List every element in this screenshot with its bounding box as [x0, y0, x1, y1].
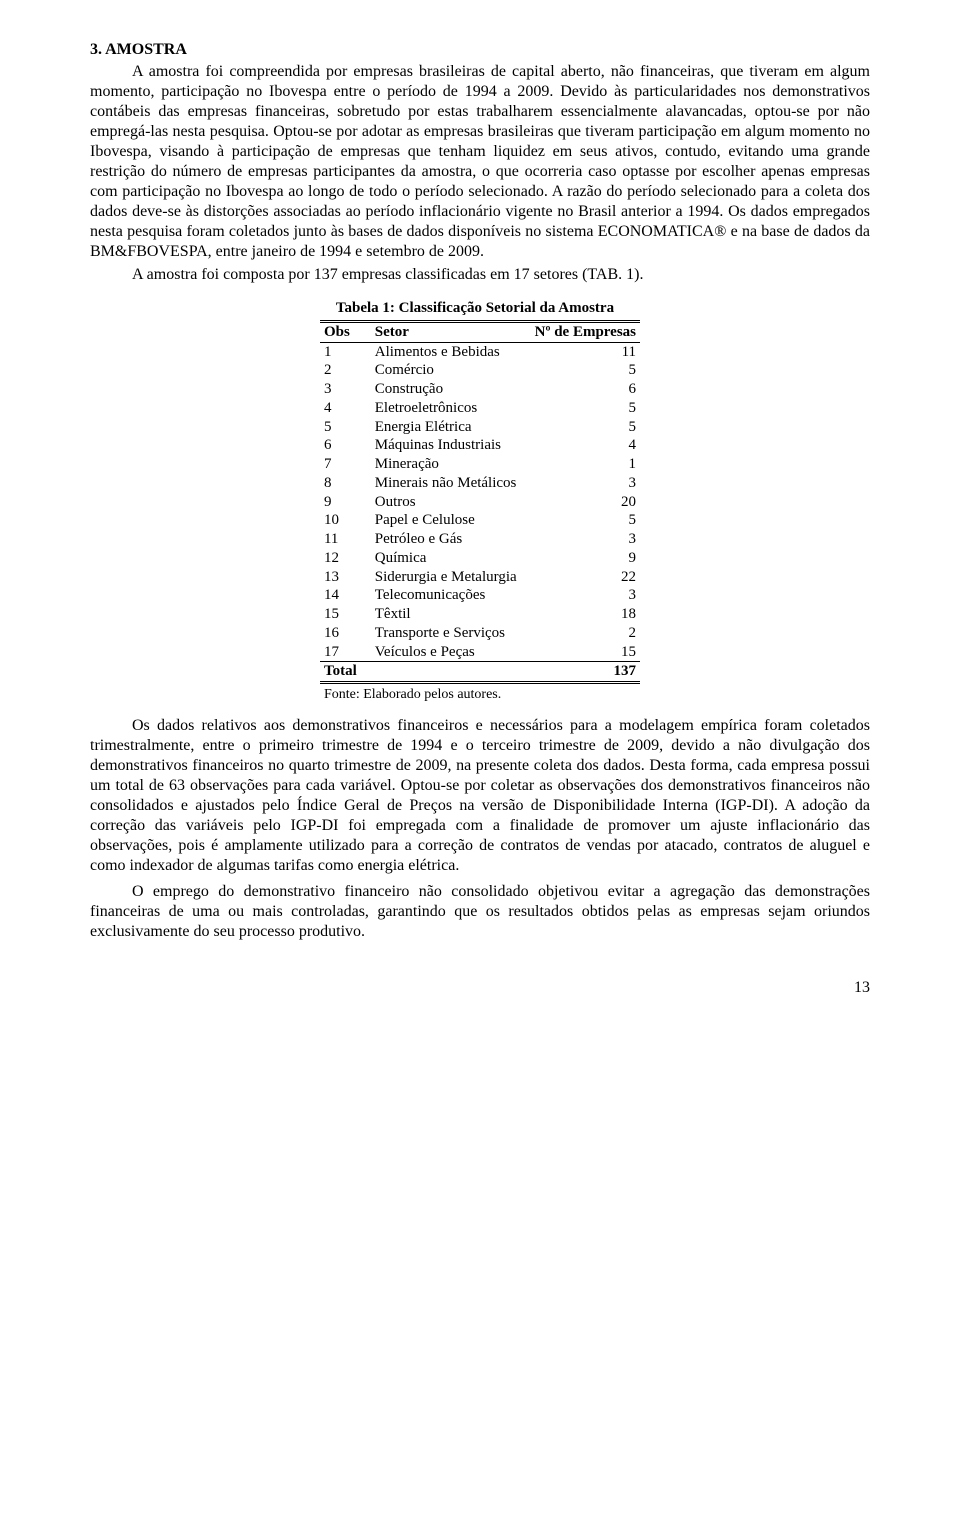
paragraph-3: Os dados relativos aos demonstrativos fi…	[90, 716, 870, 876]
cell-obs: 2	[320, 361, 371, 380]
table-row: 9Outros20	[320, 493, 640, 512]
cell-obs: 9	[320, 493, 371, 512]
table-row: 6Máquinas Industriais4	[320, 436, 640, 455]
col-n: Nº de Empresas	[531, 321, 640, 342]
table-row: 1Alimentos e Bebidas11	[320, 342, 640, 361]
cell-n: 9	[531, 549, 640, 568]
cell-obs: 12	[320, 549, 371, 568]
table-1-wrap: Tabela 1: Classificação Setorial da Amos…	[90, 299, 870, 704]
cell-setor: Siderurgia e Metalurgia	[371, 568, 531, 587]
table-row: 10Papel e Celulose5	[320, 511, 640, 530]
cell-n: 5	[531, 418, 640, 437]
cell-obs: 16	[320, 624, 371, 643]
table-row: 2Comércio5	[320, 361, 640, 380]
cell-n: 5	[531, 399, 640, 418]
page-number: 13	[90, 978, 870, 998]
cell-setor: Química	[371, 549, 531, 568]
cell-obs: 7	[320, 455, 371, 474]
cell-n: 18	[531, 605, 640, 624]
cell-setor: Veículos e Peças	[371, 643, 531, 662]
cell-setor: Têxtil	[371, 605, 531, 624]
cell-setor: Energia Elétrica	[371, 418, 531, 437]
table-row: 7Mineração1	[320, 455, 640, 474]
cell-n: 5	[531, 511, 640, 530]
cell-setor: Outros	[371, 493, 531, 512]
cell-setor: Minerais não Metálicos	[371, 474, 531, 493]
cell-obs: 15	[320, 605, 371, 624]
table-row: 14Telecomunicações3	[320, 586, 640, 605]
cell-n: 1	[531, 455, 640, 474]
cell-n: 20	[531, 493, 640, 512]
cell-setor: Eletroeletrônicos	[371, 399, 531, 418]
cell-setor: Papel e Celulose	[371, 511, 531, 530]
section-heading: 3. AMOSTRA	[90, 40, 870, 60]
cell-n: 4	[531, 436, 640, 455]
col-setor: Setor	[371, 321, 531, 342]
cell-n: 3	[531, 586, 640, 605]
cell-obs: 4	[320, 399, 371, 418]
paragraph-4: O emprego do demonstrativo financeiro nã…	[90, 882, 870, 942]
cell-setor: Telecomunicações	[371, 586, 531, 605]
cell-setor: Mineração	[371, 455, 531, 474]
cell-n: 3	[531, 530, 640, 549]
paragraph-1: A amostra foi compreendida por empresas …	[90, 62, 870, 262]
cell-n: 6	[531, 380, 640, 399]
cell-obs: 1	[320, 342, 371, 361]
cell-n: 5	[531, 361, 640, 380]
cell-setor: Petróleo e Gás	[371, 530, 531, 549]
table-row: 8Minerais não Metálicos3	[320, 474, 640, 493]
cell-n: 3	[531, 474, 640, 493]
cell-obs: 3	[320, 380, 371, 399]
table-row: 17Veículos e Peças15	[320, 643, 640, 662]
table-row: 4Eletroeletrônicos5	[320, 399, 640, 418]
paragraph-2: A amostra foi composta por 137 empresas …	[90, 265, 870, 285]
cell-n: 15	[531, 643, 640, 662]
cell-obs: 6	[320, 436, 371, 455]
table-footnote: Fonte: Elaborado pelos autores.	[320, 683, 640, 704]
total-blank	[371, 662, 531, 683]
table-title: Tabela 1: Classificação Setorial da Amos…	[320, 299, 640, 321]
col-obs: Obs	[320, 321, 371, 342]
table-row: 3Construção6	[320, 380, 640, 399]
cell-setor: Transporte e Serviços	[371, 624, 531, 643]
cell-obs: 14	[320, 586, 371, 605]
cell-n: 22	[531, 568, 640, 587]
cell-n: 2	[531, 624, 640, 643]
cell-setor: Alimentos e Bebidas	[371, 342, 531, 361]
table-row: 11Petróleo e Gás3	[320, 530, 640, 549]
table-row: 15Têxtil18	[320, 605, 640, 624]
cell-n: 11	[531, 342, 640, 361]
cell-obs: 8	[320, 474, 371, 493]
cell-setor: Máquinas Industriais	[371, 436, 531, 455]
table-row: 12Química9	[320, 549, 640, 568]
cell-obs: 10	[320, 511, 371, 530]
cell-obs: 17	[320, 643, 371, 662]
table-row: 13Siderurgia e Metalurgia22	[320, 568, 640, 587]
table-row: 5Energia Elétrica5	[320, 418, 640, 437]
cell-obs: 13	[320, 568, 371, 587]
total-label: Total	[320, 662, 371, 683]
cell-obs: 5	[320, 418, 371, 437]
cell-obs: 11	[320, 530, 371, 549]
cell-setor: Comércio	[371, 361, 531, 380]
table-1: Tabela 1: Classificação Setorial da Amos…	[320, 299, 640, 704]
table-row: 16Transporte e Serviços2	[320, 624, 640, 643]
cell-setor: Construção	[371, 380, 531, 399]
total-value: 137	[531, 662, 640, 683]
